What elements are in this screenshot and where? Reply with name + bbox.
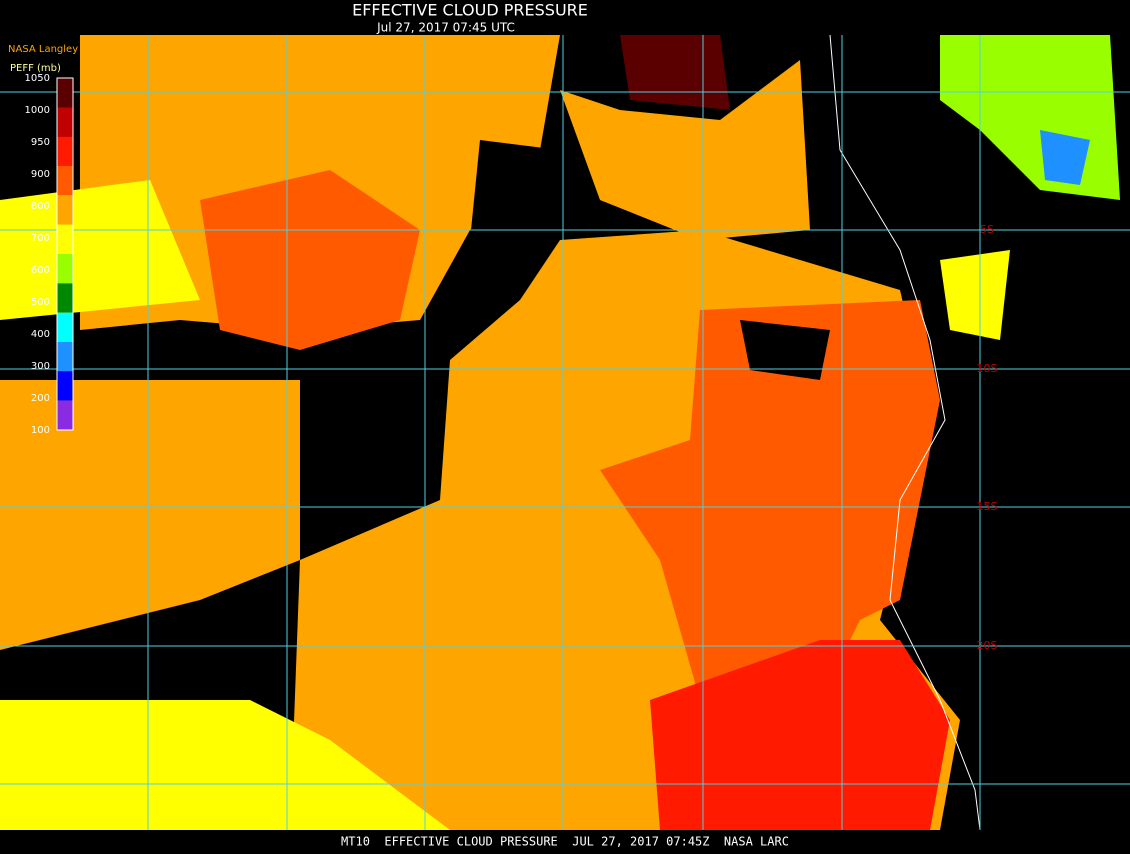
cloud-region xyxy=(650,640,950,830)
lat-label: 5S xyxy=(980,223,994,236)
lat-label: 10S xyxy=(977,362,998,375)
legend-swatch xyxy=(57,107,73,137)
cloud-field xyxy=(0,35,1120,830)
cloud-region xyxy=(560,60,810,240)
legend-swatch xyxy=(57,166,73,196)
legend-title: PEFF (mb) xyxy=(10,63,61,74)
footer: MT10 EFFECTIVE CLOUD PRESSURE JUL 27, 20… xyxy=(341,835,789,849)
cloud-region xyxy=(200,170,420,350)
legend: 1050 1000 950 900 800 700 600 500 400 300 200 100 xyxy=(25,73,74,436)
header-bar xyxy=(0,0,1130,35)
cloud-region xyxy=(0,380,300,650)
legend-swatch xyxy=(57,400,73,430)
cloud-region xyxy=(940,250,1010,340)
cloud-region xyxy=(1040,130,1090,185)
source: NASA Langley (M04.0) xyxy=(8,44,120,55)
legend-label: 1050 xyxy=(25,73,50,84)
cloud-region xyxy=(620,35,730,110)
cloud-region xyxy=(0,180,200,320)
legend-swatch xyxy=(57,283,73,313)
legend-swatch xyxy=(57,224,73,254)
cloud-region xyxy=(600,300,940,700)
lat-label: 20S xyxy=(977,639,998,652)
legend-label: 500 xyxy=(31,297,50,308)
legend-label: 900 xyxy=(31,169,50,180)
legend-label: 300 xyxy=(31,361,50,372)
legend-swatch xyxy=(57,195,73,225)
lat-label: 15S xyxy=(977,500,998,513)
footer-bar xyxy=(0,830,1130,850)
legend-swatch xyxy=(57,312,73,342)
clear-area xyxy=(740,320,830,380)
subtitle: Jul 27, 2017 07:45 UTC xyxy=(376,21,515,35)
legend-swatch xyxy=(57,78,73,108)
legend-label: 200 xyxy=(31,393,50,404)
legend-frame xyxy=(56,77,74,431)
legend-label: 700 xyxy=(31,233,50,244)
legend-label: 950 xyxy=(31,137,50,148)
legend-label: 1000 xyxy=(25,105,50,116)
legend-label: 400 xyxy=(31,329,50,340)
clear-area xyxy=(470,140,560,240)
title: EFFECTIVE CLOUD PRESSURE xyxy=(352,1,588,20)
coastline xyxy=(829,34,981,831)
legend-swatch xyxy=(57,254,73,284)
legend-swatch xyxy=(57,136,73,166)
legend-swatch xyxy=(57,342,73,372)
legend-label: 800 xyxy=(31,201,50,212)
legend-label: 100 xyxy=(31,425,50,436)
legend-swatch xyxy=(57,371,73,401)
legend-label: 600 xyxy=(31,265,50,276)
cloud-region xyxy=(0,700,450,830)
